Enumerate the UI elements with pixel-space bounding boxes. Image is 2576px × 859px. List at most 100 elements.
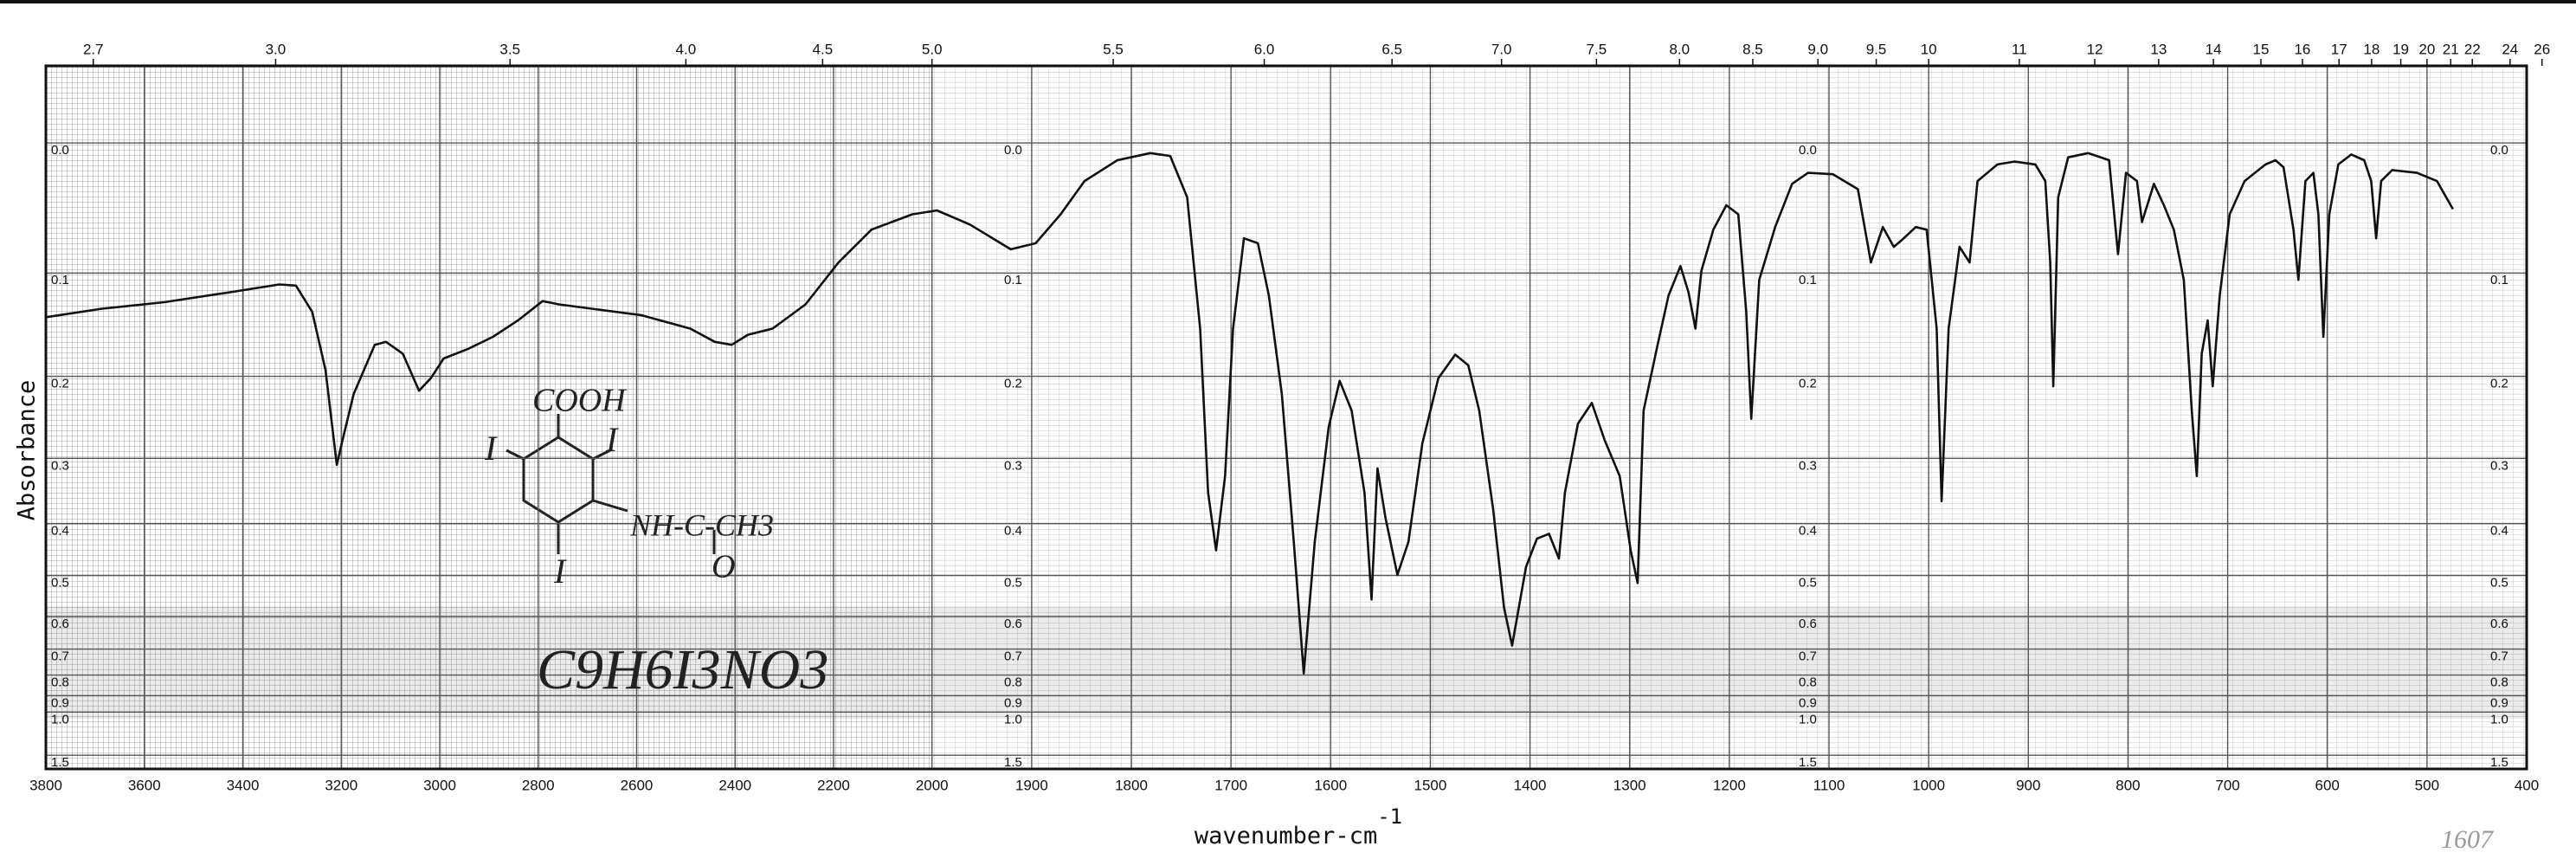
x-tick-label: 1700 [1214, 777, 1247, 793]
paper-shade [46, 606, 2527, 719]
y-tick-label: 1.5 [51, 755, 69, 770]
y-tick-label: 0.3 [1799, 458, 1817, 473]
x2-tick-label: 5.0 [922, 41, 943, 57]
x2-tick-label: 9.0 [1807, 41, 1828, 57]
y-tick-label: 0.6 [51, 617, 69, 631]
x2-tick-label: 9.5 [1866, 41, 1887, 57]
x-tick-label: 900 [2016, 777, 2040, 793]
x-tick-label: 1800 [1115, 777, 1148, 793]
annotation: O [712, 549, 735, 585]
y-tick-label: 0.7 [2490, 649, 2508, 664]
y-axis-title: Absorbance [14, 380, 41, 521]
y-tick-label: 1.5 [2490, 755, 2508, 770]
y-tick-label: 0.7 [1799, 649, 1817, 664]
x2-tick-label: 16 [2294, 41, 2310, 57]
y-tick-label: 0.5 [51, 575, 69, 590]
y-tick-label: 0.0 [2490, 143, 2508, 158]
y-tick-label: 0.6 [2490, 617, 2508, 631]
x2-tick-label: 11 [2012, 41, 2027, 57]
y-tick-label: 1.0 [1799, 712, 1817, 727]
y-tick-label: 0.6 [1799, 617, 1817, 631]
x2-tick-label: 19 [2392, 41, 2409, 57]
graph-paper [46, 66, 2527, 769]
x2-tick-label: 17 [2331, 41, 2347, 57]
x-tick-label: 2600 [621, 777, 654, 793]
x2-tick-label: 4.0 [676, 41, 697, 57]
y-tick-label: 0.6 [1004, 617, 1022, 631]
x-tick-label: 2200 [817, 777, 850, 793]
y-tick-label: 0.5 [2490, 575, 2508, 590]
annotation: COOH [532, 383, 628, 419]
x-axis-title-text: wavenumber-cm [1195, 823, 1377, 849]
x2-tick-label: 20 [2418, 41, 2435, 57]
x-tick-label: 600 [2315, 777, 2340, 793]
x-tick-label: 3600 [128, 777, 161, 793]
plot-frame [44, 64, 2528, 771]
x-tick-label: 1500 [1414, 777, 1447, 793]
y-tick-label: 0.9 [1799, 695, 1817, 710]
annotation: I [484, 429, 498, 468]
x2-tick-label: 18 [2363, 41, 2380, 57]
y-tick-label: 1.5 [1799, 755, 1817, 770]
x-tick-label: 2800 [522, 777, 555, 793]
y-tick-label: 0.9 [2490, 695, 2508, 710]
x2-tick-label: 10 [1921, 41, 1937, 57]
spectrum-line [45, 152, 2454, 675]
y-tick-label: 0.4 [1799, 524, 1817, 539]
x2-tick-label: 8.5 [1742, 41, 1763, 57]
annotation: C9H6I3NO3 [537, 638, 828, 701]
x-tick-label: 3200 [325, 777, 357, 793]
x2-tick-label: 6.0 [1254, 41, 1275, 57]
x-tick-label: 1100 [1813, 777, 1845, 793]
y-tick-label: 0.8 [1004, 675, 1022, 690]
annotation: I [605, 420, 619, 459]
x2-tick-label: 12 [2087, 41, 2103, 57]
y-tick-label: 0.2 [2490, 377, 2508, 391]
bonds [506, 414, 716, 554]
x-tick-label: 1000 [1912, 777, 1945, 793]
x-tick-label: 800 [2116, 777, 2140, 793]
y-tick-label: 1.0 [51, 712, 69, 727]
y-tick-label: 0.4 [51, 524, 69, 539]
y-tick-label: 0.4 [1004, 524, 1022, 539]
y-tick-label: 0.5 [1799, 575, 1817, 590]
y-tick-label: 0.1 [1799, 273, 1817, 287]
x2-tick-label: 6.5 [1381, 41, 1402, 57]
y-tick-label: 0.8 [1799, 675, 1817, 690]
x2-tick-label: 3.0 [266, 41, 287, 57]
y-tick-label: 0.9 [51, 695, 69, 710]
y-tick-label: 0.1 [51, 273, 69, 287]
x-axis-title-exponent: -1 [1377, 804, 1402, 829]
x-tick-label: 1900 [1015, 777, 1048, 793]
x2-tick-label: 5.5 [1103, 41, 1124, 57]
paper-left [46, 66, 932, 769]
x-tick-label: 1200 [1713, 777, 1746, 793]
y-tick-label: 0.9 [1004, 695, 1022, 710]
x2-tick-label: 7.5 [1587, 41, 1607, 57]
annotation: 1607 [2441, 825, 2495, 854]
x-tick-label: 1600 [1314, 777, 1347, 793]
x-tick-label: 1400 [1514, 777, 1547, 793]
x-tick-label: 2400 [718, 777, 751, 793]
x2-tick-label: 14 [2206, 41, 2222, 57]
y-tick-label: 0.8 [2490, 675, 2508, 690]
page-border [0, 0, 2576, 3]
x2-tick-label: 7.0 [1491, 41, 1512, 57]
y-tick-label: 0.2 [1004, 377, 1022, 391]
y-tick-label: 0.0 [1799, 143, 1817, 158]
x2-tick-label: 22 [2464, 41, 2481, 57]
x-tick-label: 700 [2215, 777, 2239, 793]
x-tick-label: 500 [2415, 777, 2439, 793]
y-tick-label: 0.0 [51, 143, 69, 158]
y-tick-label: 0.4 [2490, 524, 2508, 539]
y-tick-label: 0.7 [1004, 649, 1022, 664]
y-tick-label: 0.3 [1004, 458, 1022, 473]
x2-tick-label: 2.7 [83, 41, 104, 57]
x-tick-label: 3400 [227, 777, 260, 793]
x-tick-label: 2000 [916, 777, 949, 793]
x2-tick-label: 21 [2443, 41, 2459, 57]
x2-tick-label: 4.5 [813, 41, 834, 57]
y-tick-label: 0.0 [1004, 143, 1022, 158]
y-tick-label: 0.2 [51, 377, 69, 391]
